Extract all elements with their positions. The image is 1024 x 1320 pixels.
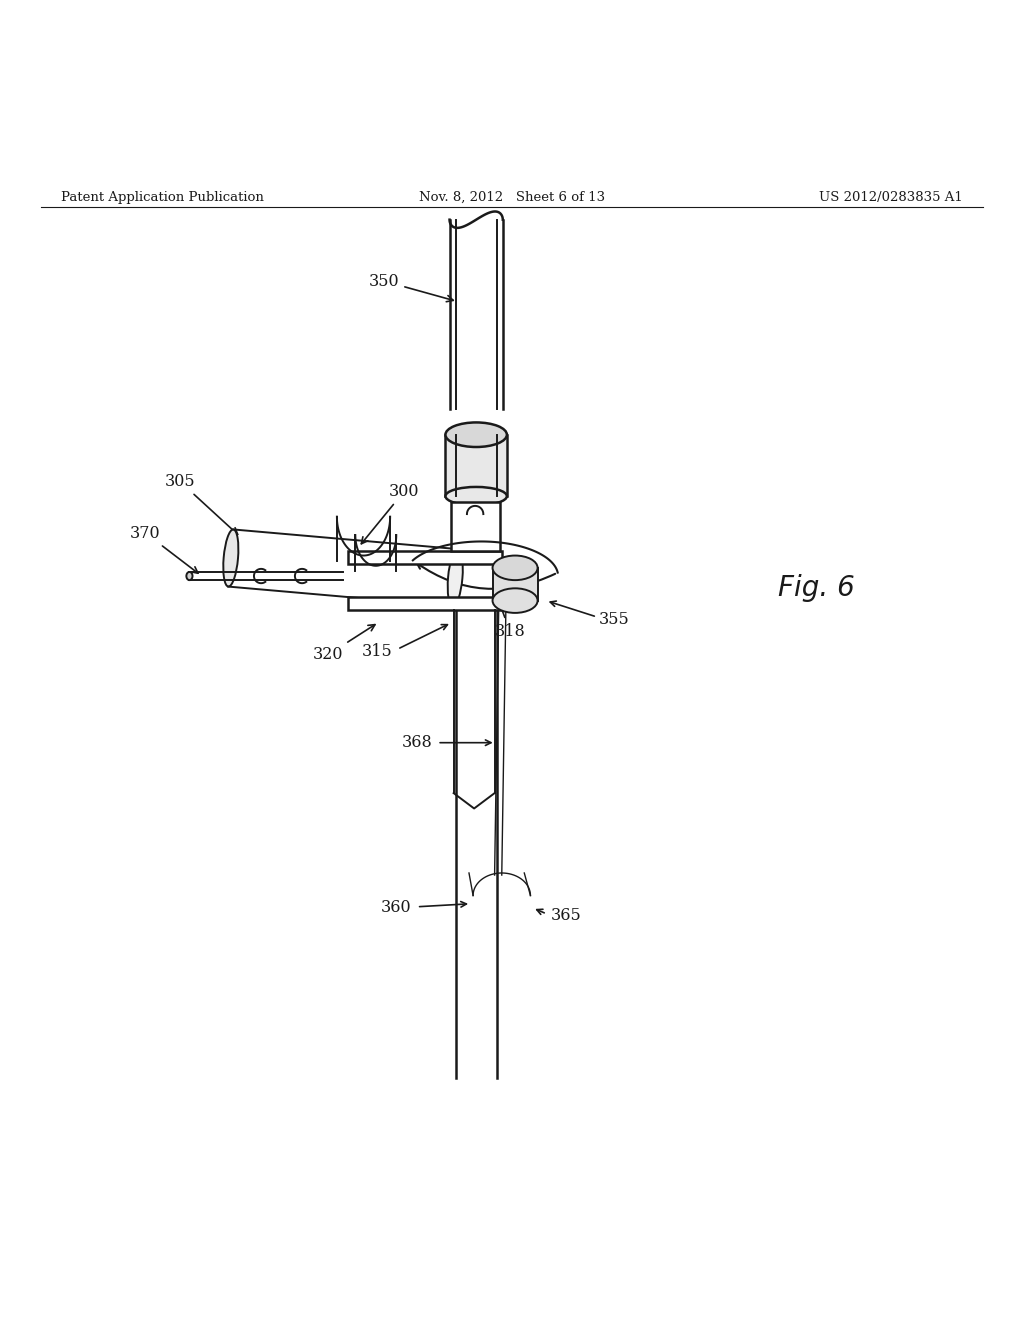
Ellipse shape [223, 529, 239, 586]
Text: Patent Application Publication: Patent Application Publication [61, 190, 264, 203]
Ellipse shape [186, 572, 193, 579]
Text: 355: 355 [599, 611, 630, 627]
Text: Nov. 8, 2012   Sheet 6 of 13: Nov. 8, 2012 Sheet 6 of 13 [419, 190, 605, 203]
Text: 315: 315 [361, 643, 392, 660]
Text: US 2012/0283835 A1: US 2012/0283835 A1 [819, 190, 963, 203]
Polygon shape [348, 550, 502, 564]
Text: 318: 318 [494, 589, 525, 640]
Text: 320: 320 [312, 624, 375, 664]
Ellipse shape [445, 422, 507, 447]
Text: Fig. 6: Fig. 6 [778, 574, 855, 602]
Text: 360: 360 [381, 899, 412, 916]
Ellipse shape [445, 487, 507, 506]
Text: 370: 370 [130, 524, 198, 573]
Text: 365: 365 [551, 908, 582, 924]
Text: 305: 305 [165, 473, 238, 535]
Polygon shape [451, 502, 500, 550]
Text: 300: 300 [361, 483, 420, 544]
Text: 350: 350 [369, 273, 454, 302]
Text: 368: 368 [401, 734, 432, 751]
Ellipse shape [493, 556, 538, 579]
Bar [493, 568, 538, 601]
Polygon shape [348, 597, 502, 610]
Ellipse shape [493, 589, 538, 612]
Bar [445, 434, 507, 496]
Ellipse shape [447, 549, 463, 606]
